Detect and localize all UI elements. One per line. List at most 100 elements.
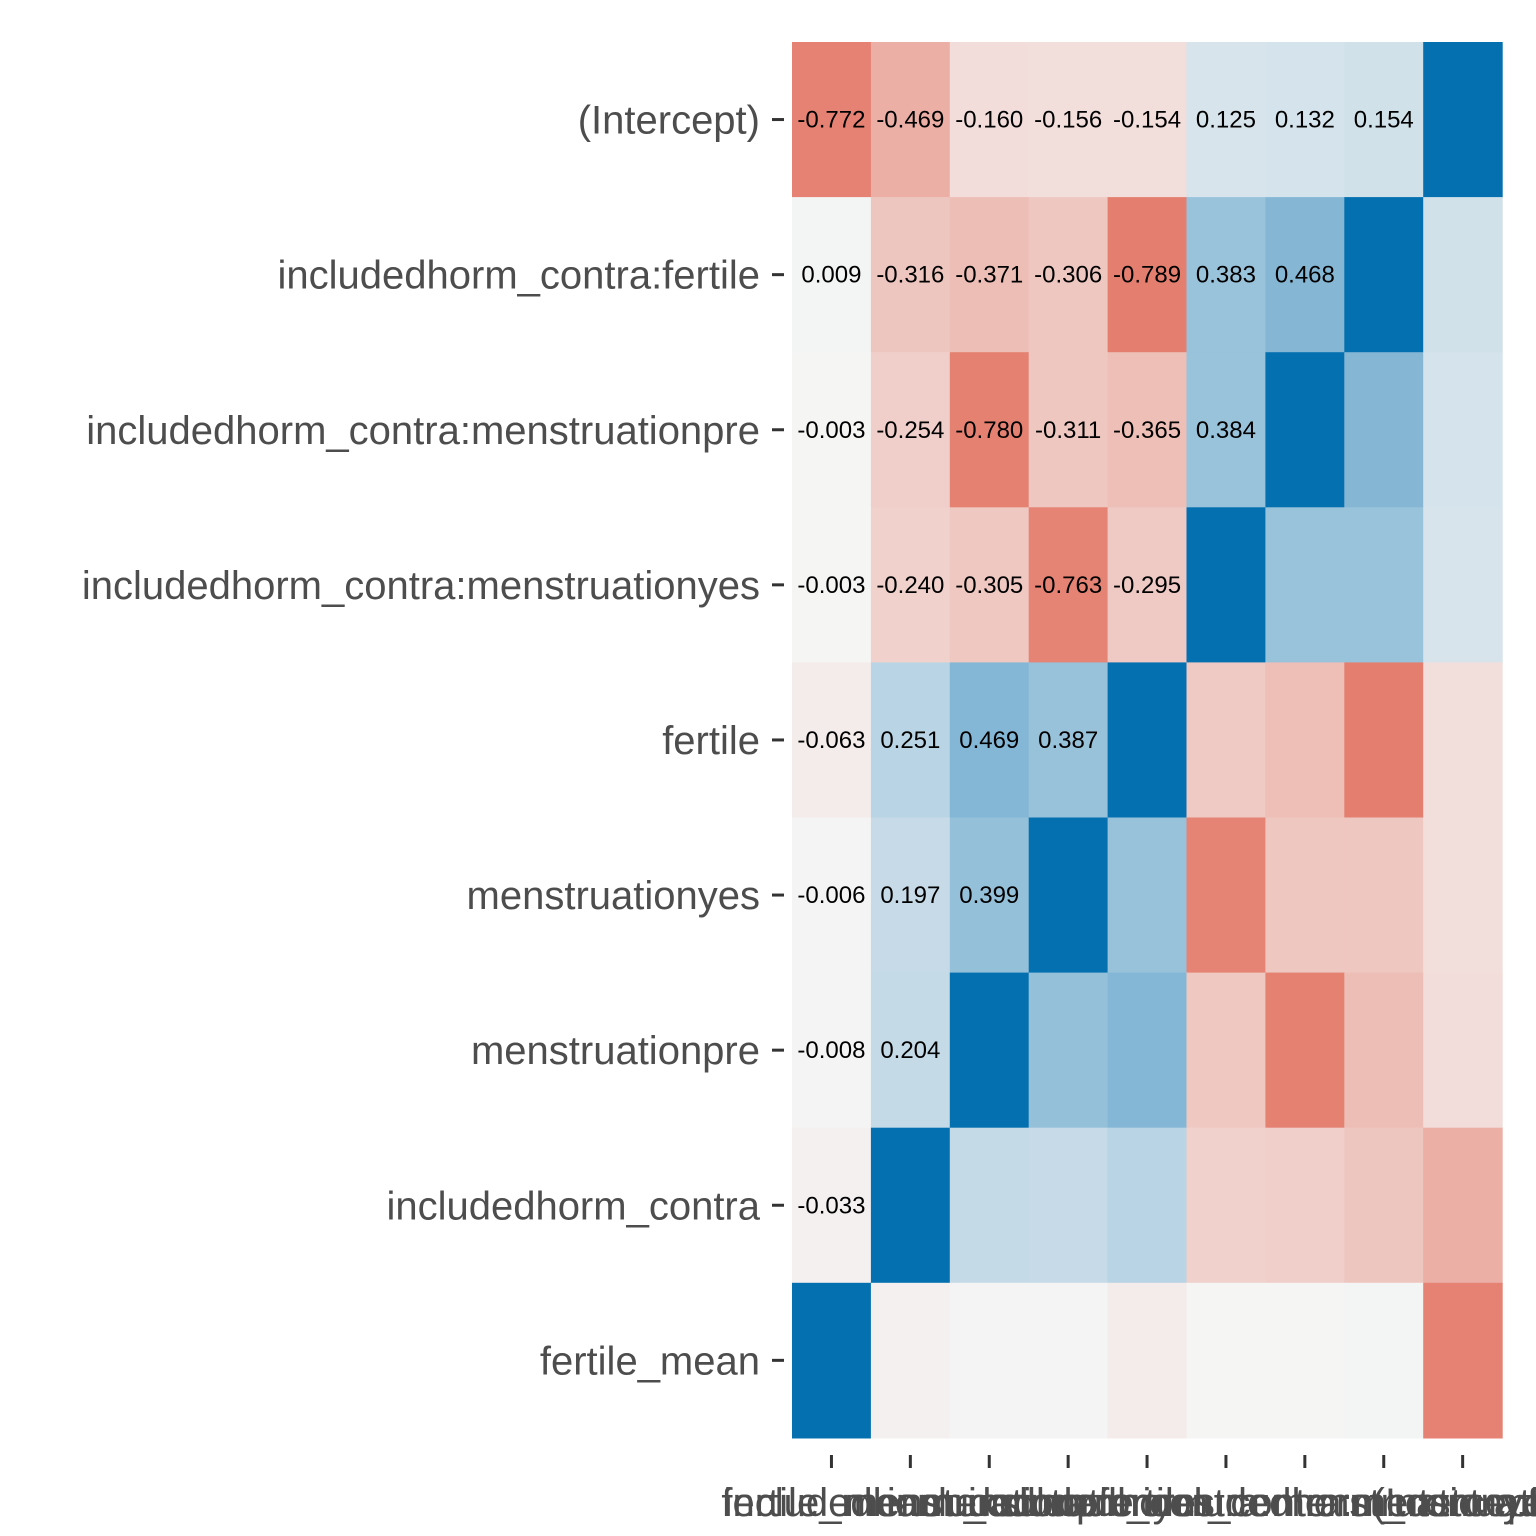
cell-value-label: 0.383 xyxy=(1196,262,1256,289)
heatmap-cell xyxy=(1186,352,1266,508)
cell-value-label: -0.254 xyxy=(876,417,944,444)
heatmap-cell xyxy=(1344,662,1424,819)
x-tick-label: fertile_mean xyxy=(721,1481,941,1525)
heatmap-cell xyxy=(870,1127,951,1284)
cell-value-label: 0.009 xyxy=(801,262,861,289)
heatmap-cell xyxy=(1028,507,1109,663)
cell-value-label: -0.240 xyxy=(876,572,944,599)
heatmap-cell xyxy=(1107,197,1188,353)
heatmap-cell xyxy=(792,817,872,974)
heatmap-cell xyxy=(792,42,872,198)
heatmap-cell xyxy=(792,507,872,663)
heatmap-cell xyxy=(1344,817,1424,974)
y-tick-label: includedhorm_contra:menstruationyes xyxy=(82,564,760,608)
cell-value-label: -0.033 xyxy=(797,1192,865,1219)
cell-value-label: 0.251 xyxy=(880,727,940,754)
heatmap-cell xyxy=(1344,197,1424,353)
cell-value-label: -0.003 xyxy=(797,417,865,444)
heatmap-cell xyxy=(870,42,951,198)
heatmap-cell xyxy=(1107,662,1188,819)
heatmap-cell xyxy=(949,197,1030,353)
cell-value-label: 0.468 xyxy=(1275,262,1335,289)
heatmap-cell xyxy=(870,662,951,819)
heatmap-cell xyxy=(949,662,1030,819)
cell-value-label: -0.371 xyxy=(955,262,1023,289)
heatmap-cell xyxy=(792,1282,872,1439)
heatmap-cell xyxy=(1344,972,1424,1129)
heatmap-cell xyxy=(1186,197,1266,353)
cell-value-label: -0.311 xyxy=(1035,417,1101,444)
heatmap-cell xyxy=(1028,1282,1109,1439)
y-tick-label: menstruationyes xyxy=(467,874,760,918)
heatmap-cell xyxy=(1028,972,1109,1129)
heatmap-cell xyxy=(1265,972,1345,1129)
heatmap-cell xyxy=(1265,662,1345,819)
cell-value-label: 0.197 xyxy=(880,882,940,909)
x-tick-label: includedhorm_contra:fertile xyxy=(1143,1481,1536,1525)
heatmap-cell xyxy=(949,1282,1030,1439)
y-tick-label: includedhorm_contra:menstruationpre xyxy=(86,409,760,453)
heatmap-cell xyxy=(1344,507,1424,663)
cell-value-label: -0.365 xyxy=(1113,417,1181,444)
heatmap-cell xyxy=(1423,662,1503,819)
heatmap-cell xyxy=(949,507,1030,663)
heatmap-cell xyxy=(1186,662,1266,819)
heatmap-cell xyxy=(792,1127,872,1284)
heatmap-cell xyxy=(1107,1127,1188,1284)
cell-value-label: -0.063 xyxy=(797,727,865,754)
heatmap-cell xyxy=(1423,1282,1503,1439)
heatmap-cell xyxy=(1265,1282,1345,1439)
heatmap-cell xyxy=(1423,1127,1503,1284)
x-tick-label: includedhorm_contra:menstruationyes xyxy=(887,1481,1536,1525)
heatmap-cell xyxy=(1028,662,1109,819)
heatmap-cell xyxy=(1107,817,1188,974)
cell-value-label: 0.204 xyxy=(880,1037,940,1064)
heatmap-cell xyxy=(1028,42,1109,198)
heatmap-cell xyxy=(870,817,951,974)
y-tick-label: includedhorm_contra xyxy=(386,1184,760,1228)
cell-value-label: -0.154 xyxy=(1113,107,1181,134)
heatmap-cell xyxy=(1186,972,1266,1129)
cell-value-label: 0.399 xyxy=(959,882,1019,909)
cell-value-label: -0.789 xyxy=(1113,262,1181,289)
heatmap-cell xyxy=(949,1127,1030,1284)
heatmap-cell xyxy=(1186,507,1266,663)
heatmap-cells xyxy=(792,42,1503,1439)
x-tick-label: fertile xyxy=(1098,1481,1196,1525)
heatmap-cell xyxy=(792,352,872,508)
heatmap-cell xyxy=(870,507,951,663)
x-axis: fertile_meanincludedhorm_contramenstruat… xyxy=(721,1455,1536,1525)
heatmap-cell xyxy=(1107,972,1188,1129)
heatmap-cell xyxy=(870,352,951,508)
cell-value-label: -0.469 xyxy=(876,107,944,134)
y-tick-label: fertile_mean xyxy=(540,1339,760,1383)
heatmap-cell xyxy=(1265,197,1345,353)
heatmap-cell xyxy=(1107,352,1188,508)
heatmap-cell xyxy=(1265,1127,1345,1284)
y-tick-label: (Intercept) xyxy=(578,99,760,143)
heatmap-cell xyxy=(1186,1282,1266,1439)
heatmap-cell xyxy=(870,972,951,1129)
x-tick-label: menstruationyes xyxy=(921,1481,1214,1525)
heatmap-cell xyxy=(1344,1282,1424,1439)
y-tick-label: fertile xyxy=(662,719,760,763)
heatmap-cell xyxy=(1186,817,1266,974)
heatmap-cell xyxy=(1028,817,1109,974)
y-axis: (Intercept) includedhorm_contra:fertilein… xyxy=(82,99,784,1383)
cell-value-label: -0.006 xyxy=(797,882,865,909)
cell-value-label: -0.160 xyxy=(955,107,1023,134)
cell-value-label: -0.763 xyxy=(1034,572,1102,599)
heatmap-cell xyxy=(1423,42,1503,198)
heatmap-cell xyxy=(1107,507,1188,663)
heatmap-cell xyxy=(1423,972,1503,1129)
heatmap-cell xyxy=(949,972,1030,1129)
heatmap-cell xyxy=(1107,42,1188,198)
x-tick-label: includedhorm_contra xyxy=(724,1481,1098,1525)
heatmap-cell xyxy=(792,662,872,819)
heatmap-cell xyxy=(1423,352,1503,508)
heatmap-cell xyxy=(870,197,951,353)
x-tick-label: menstruationpre xyxy=(845,1481,1134,1525)
cell-value-label: 0.387 xyxy=(1038,727,1098,754)
cell-value-label: 0.154 xyxy=(1354,107,1414,134)
